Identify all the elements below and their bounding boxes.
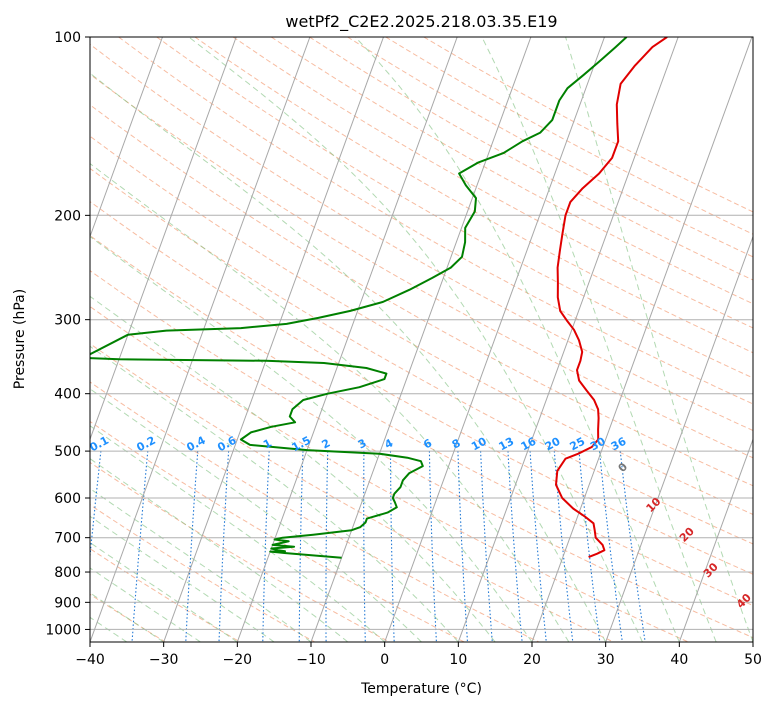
y-tick-label: 400 (54, 387, 81, 403)
sounding-line (555, 37, 668, 559)
x-axis-ticks: −40 −30 −20 −10 0 10 20 30 40 50 (75, 642, 762, 668)
dry-adiabat (90, 305, 689, 642)
moist-adiabat (354, 37, 680, 642)
y-tick-label: 800 (54, 565, 81, 581)
moist-adiabat (90, 425, 386, 642)
mixing-ratio-line (185, 451, 199, 642)
plot-frame (89, 36, 754, 643)
mixing-ratio-label: 16 (519, 435, 539, 454)
y-tick-label: 200 (54, 208, 81, 224)
y-tick-label: 500 (54, 444, 81, 460)
mixing-ratio-line (325, 451, 329, 642)
mixing-ratio-line (363, 451, 366, 642)
mixing-ratio-line (131, 451, 149, 642)
dry-adiabat (232, 37, 753, 329)
moist-adiabat (90, 295, 496, 642)
y-tick-label: 1000 (45, 622, 81, 638)
moist-adiabat (90, 345, 459, 642)
mixing-ratio-line (507, 451, 523, 642)
mixing-ratio-line (529, 451, 547, 642)
mixing-ratio-line (298, 451, 304, 642)
dry-adiabat (270, 37, 753, 305)
mixing-ratio-line (480, 451, 493, 642)
moist-adiabat (90, 592, 164, 642)
sounding-line (90, 37, 628, 559)
isotherm (678, 437, 753, 642)
mixing-ratio-label: 30 (588, 435, 608, 454)
moist-adiabat (90, 388, 422, 642)
y-axis-ticks: 100 200 300 400 500 600 700 800 900 1000 (45, 30, 90, 638)
mixing-ratio-line (457, 451, 469, 642)
isotherm (90, 37, 311, 642)
x-tick-label: 10 (449, 652, 467, 668)
x-tick-label: 30 (597, 652, 615, 668)
mixing-ratio-lines (90, 451, 646, 642)
isotherm (605, 235, 753, 642)
y-tick-label: 300 (54, 313, 81, 329)
dry-adiabat (90, 381, 540, 642)
isotherm (90, 37, 163, 239)
y-tick-label: 900 (54, 595, 81, 611)
isotherm (90, 37, 237, 441)
dry-adiabat (90, 420, 465, 642)
x-tick-label: −10 (296, 652, 326, 668)
isotherm (457, 37, 679, 642)
isotherm (531, 37, 753, 642)
mixing-ratio-label: 13 (497, 435, 517, 454)
isotherm (310, 37, 532, 642)
mixing-ratio-line (428, 451, 437, 642)
mixing-ratio-label: 20 (543, 435, 563, 454)
moist-adiabat (188, 37, 643, 642)
y-tick-label: 600 (54, 491, 81, 507)
x-tick-label: −20 (223, 652, 253, 668)
isotherm (163, 37, 384, 642)
x-tick-label: −30 (149, 652, 179, 668)
x-tick-label: 40 (670, 652, 688, 668)
skewed-isotherms (90, 37, 753, 642)
y-tick-label: 700 (54, 531, 81, 547)
y-axis-label: Pressure (hPa) (12, 289, 28, 389)
dry-adiabat (90, 104, 753, 487)
mixing-ratio-label: 36 (609, 435, 629, 454)
isotherm (384, 37, 605, 642)
dry-adiabat (90, 270, 753, 639)
moist-adiabat (90, 542, 238, 642)
moist-adiabat (90, 567, 201, 642)
mixing-ratio-line (218, 451, 230, 642)
dry-adiabat (90, 234, 753, 607)
x-axis-label: Temperature (°C) (360, 681, 482, 697)
moist-adiabat (565, 37, 753, 642)
y-tick-label: 100 (54, 30, 81, 46)
mixing-ratio-label: 25 (568, 435, 588, 454)
dry-adiabat (90, 461, 390, 642)
dry-adiabat (156, 37, 753, 379)
x-tick-label: 20 (523, 652, 541, 668)
pressure-gridlines (90, 37, 753, 630)
dry-adiabat (118, 37, 753, 405)
dry-adiabat (90, 135, 753, 516)
sounding-series (90, 37, 668, 559)
moist-adiabat (90, 72, 607, 642)
moist-adiabat (481, 37, 717, 642)
chart-title: wetPf2_C2E2.2025.218.03.35.E19 (285, 12, 557, 32)
isotherm (236, 37, 458, 642)
x-tick-label: −40 (75, 652, 105, 668)
mixing-ratio-line (262, 451, 270, 642)
mixing-ratio-label: 10 (469, 435, 489, 454)
moist-adiabat (90, 515, 275, 642)
moist-adiabat (90, 235, 533, 642)
x-tick-label: 50 (744, 652, 762, 668)
dry-adiabat (90, 167, 753, 545)
x-tick-label: 0 (380, 652, 389, 668)
